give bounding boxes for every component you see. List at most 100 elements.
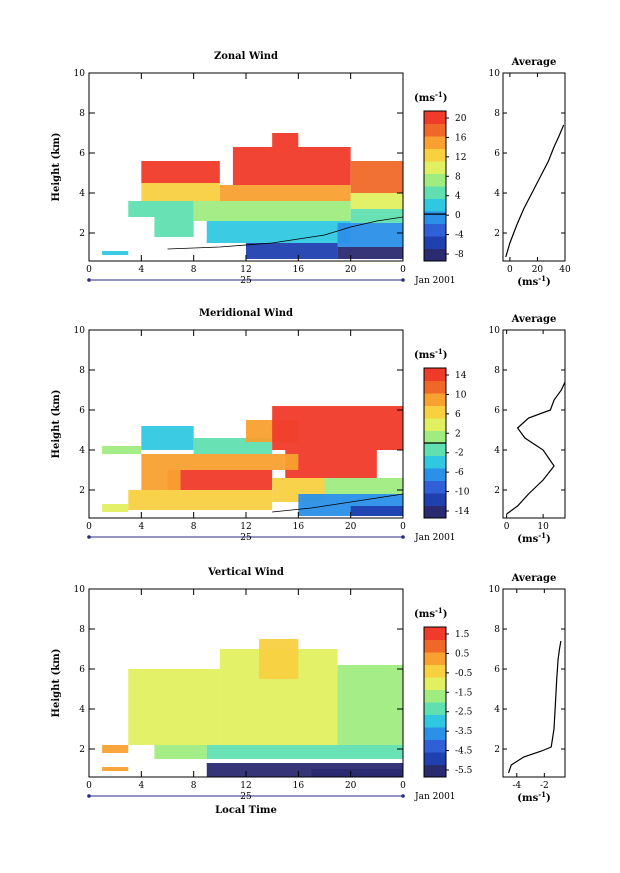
x-tick-label: 4 xyxy=(138,522,144,532)
average-frame xyxy=(502,72,566,262)
avg-x-tick-label: -4 xyxy=(512,781,521,791)
x-tick-label: 0 xyxy=(86,781,92,791)
colorbar-tick-label: 0.5 xyxy=(455,649,470,659)
data-zone-6 xyxy=(219,185,351,201)
data-zone-13 xyxy=(324,478,403,494)
colorbar-tick-label: -10 xyxy=(455,488,470,498)
colorbar-segment xyxy=(424,223,446,237)
colorbar-tick-label: 1.5 xyxy=(455,630,470,640)
colorbar-tick-label: 10 xyxy=(455,390,467,400)
colorbar-segment xyxy=(424,677,446,690)
y-tick-label: 4 xyxy=(79,446,85,456)
y-tick-label: 2 xyxy=(79,745,85,755)
x-tick-label: 16 xyxy=(293,522,305,532)
avg-y-tick-label: 4 xyxy=(494,705,500,715)
colorbar-tick-label: -6 xyxy=(455,468,464,478)
data-zone-15 xyxy=(337,247,403,259)
colorbar-segment xyxy=(424,368,446,381)
data-zone-9 xyxy=(141,470,181,490)
colorbar-unit: (ms-1) xyxy=(414,606,447,621)
avg-y-tick-label: 2 xyxy=(494,229,500,239)
colorbar-segment xyxy=(424,702,446,715)
colorbar-segment xyxy=(424,393,446,406)
x-tick-label: 12 xyxy=(240,265,251,275)
average-panel: Average 2 4 6 8 10 -4 -2(ms-1) xyxy=(489,573,566,804)
x-tick-label: 0 xyxy=(400,522,406,532)
colorbar-segment xyxy=(424,405,446,419)
y-tick-label: 10 xyxy=(74,585,86,595)
y-axis-label: Height (km) xyxy=(51,649,62,718)
colorbar-tick-label: -0.5 xyxy=(455,669,473,679)
x-tick-label: 8 xyxy=(191,522,197,532)
colorbar-tick-label: 6 xyxy=(455,410,461,420)
date-day-label: 25 xyxy=(240,792,252,802)
data-zone-3 xyxy=(102,446,142,454)
colorbar-segment xyxy=(424,468,446,481)
average-profile-line xyxy=(507,640,562,774)
date-axis-end xyxy=(401,794,405,798)
colorbar-segment xyxy=(424,752,446,765)
avg-x-tick-label: -2 xyxy=(540,781,549,791)
avg-y-tick-label: 10 xyxy=(489,585,501,595)
colorbar-unit: (ms-1) xyxy=(414,347,447,362)
x-tick-label: 0 xyxy=(86,522,92,532)
colorbar-tick-label: -2 xyxy=(455,449,464,459)
colorbar-tick-label: -8 xyxy=(455,250,464,260)
colorbar-segment xyxy=(424,161,446,174)
x-tick-label: 8 xyxy=(191,265,197,275)
colorbar-frame xyxy=(423,110,447,262)
avg-y-tick-label: 4 xyxy=(494,446,500,456)
colorbar-tick-label: -1.5 xyxy=(455,688,473,698)
date-month-label: Jan 2001 xyxy=(414,276,456,286)
data-zone-7 xyxy=(350,193,403,209)
avg-x-tick-label: 40 xyxy=(559,265,571,275)
data-zones xyxy=(102,639,403,777)
colorbar-segment xyxy=(424,380,446,394)
date-month-label: Jan 2001 xyxy=(414,792,456,802)
colorbar-segment xyxy=(424,505,446,519)
data-zone-8 xyxy=(167,470,273,490)
colorbar-tick-label: -3.5 xyxy=(455,727,473,737)
average-xlabel: (ms-1) xyxy=(517,274,550,289)
data-zones xyxy=(102,406,403,516)
zero-contour xyxy=(272,493,404,513)
y-axis-label: Height (km) xyxy=(51,133,62,202)
avg-y-tick-label: 8 xyxy=(494,109,500,119)
avg-y-tick-label: 10 xyxy=(489,326,501,336)
data-zone-5 xyxy=(154,745,207,759)
avg-y-tick-label: 8 xyxy=(494,625,500,635)
data-zone-4 xyxy=(350,161,403,193)
data-zone-6 xyxy=(102,745,129,753)
y-tick-label: 10 xyxy=(74,326,86,336)
y-tick-label: 8 xyxy=(79,625,85,635)
average-xlabel: (ms-1) xyxy=(517,531,550,546)
colorbar-segment xyxy=(424,627,446,640)
data-zone-16 xyxy=(102,251,129,255)
x-tick-label: 20 xyxy=(345,781,357,791)
colorbar-segment xyxy=(424,764,446,778)
data-zone-7 xyxy=(141,454,299,470)
colorbar-segment xyxy=(424,493,446,506)
avg-y-tick-label: 4 xyxy=(494,189,500,199)
panel-3: Vertical Wind 2 4 6 8 10 0 4 8 12 16 20 0 Height (km)… xyxy=(51,567,566,816)
data-zone-10 xyxy=(350,209,403,223)
colorbar-segment xyxy=(424,111,446,124)
y-tick-label: 4 xyxy=(79,705,85,715)
colorbar-segment xyxy=(424,198,446,212)
colorbar-segment xyxy=(424,689,446,703)
colorbar-tick-label: -4.5 xyxy=(455,747,473,757)
colorbar-segment xyxy=(424,443,446,456)
data-zone-4 xyxy=(337,665,403,745)
colorbar-tick-label: -14 xyxy=(455,507,470,517)
colorbar: 20 16 12 8 4 0 -4 -8 xyxy=(423,110,467,262)
colorbar-segment xyxy=(424,418,446,431)
y-tick-label: 8 xyxy=(79,109,85,119)
colorbar-tick-label: 14 xyxy=(455,371,467,381)
colorbar-segment xyxy=(424,123,446,137)
avg-y-tick-label: 6 xyxy=(494,406,500,416)
y-tick-label: 2 xyxy=(79,229,85,239)
x-tick-label: 16 xyxy=(293,781,305,791)
data-zone-3 xyxy=(272,133,299,147)
